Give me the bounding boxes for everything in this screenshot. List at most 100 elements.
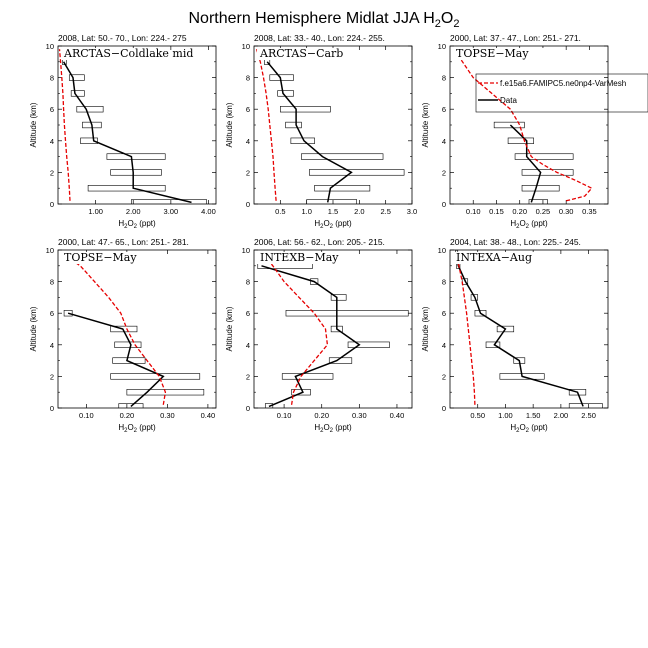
x-axis-label-o: O bbox=[323, 423, 329, 432]
x-axis-label-sub1: 2 bbox=[516, 428, 520, 434]
model-profile-line bbox=[264, 255, 329, 405]
y-tick-label: 10 bbox=[242, 246, 250, 255]
panel-header: 2008, Lat: 33.- 40., Lon: 224.- 255. bbox=[254, 33, 385, 43]
obs-range-box bbox=[63, 310, 73, 317]
x-tick-label: 0.30 bbox=[352, 411, 367, 420]
x-tick-label: 1.00 bbox=[88, 207, 103, 216]
y-tick-label: 6 bbox=[50, 309, 54, 318]
x-tick-label: 2.50 bbox=[581, 411, 596, 420]
x-tick-label: 2.00 bbox=[554, 411, 569, 420]
obs-range-box bbox=[118, 403, 144, 408]
y-tick-label: 8 bbox=[50, 278, 54, 287]
x-axis-label: H2O2 (ppt) bbox=[118, 219, 156, 230]
y-tick-label: 6 bbox=[442, 105, 446, 114]
model-profile-line bbox=[255, 49, 277, 201]
y-tick-label: 2 bbox=[246, 372, 250, 381]
x-axis-label: H2O2 (ppt) bbox=[314, 423, 352, 434]
x-tick-label: 3.00 bbox=[164, 207, 179, 216]
obs-range-box bbox=[110, 373, 201, 380]
x-axis-label-units: (ppt) bbox=[137, 423, 156, 432]
legend-model-label: f.e15a6.FAMIPC5.ne0np4-VarMesh bbox=[500, 79, 626, 88]
y-tick-label: 4 bbox=[50, 341, 54, 350]
y-axis-label: Altitude (km) bbox=[29, 306, 38, 351]
x-axis-label-o: O bbox=[519, 219, 525, 228]
x-axis-label: H2O2 (ppt) bbox=[510, 219, 548, 230]
y-tick-label: 8 bbox=[50, 74, 54, 83]
y-tick-label: 4 bbox=[246, 341, 250, 350]
obs-range-box bbox=[131, 199, 207, 204]
obs-range-box bbox=[106, 153, 166, 160]
y-tick-label: 10 bbox=[242, 42, 250, 51]
title-tail: O bbox=[441, 10, 453, 27]
x-tick-label: 1.00 bbox=[498, 411, 513, 420]
y-tick-label: 6 bbox=[442, 309, 446, 318]
model-profile-line bbox=[58, 49, 71, 201]
x-tick-label: 0.40 bbox=[201, 411, 216, 420]
obs-range-box bbox=[528, 199, 548, 204]
plot-area bbox=[255, 49, 405, 204]
model-profile-line bbox=[454, 253, 476, 405]
y-tick-label: 6 bbox=[246, 105, 250, 114]
x-tick-label: 0.25 bbox=[536, 207, 551, 216]
x-tick-label: 1.50 bbox=[526, 411, 541, 420]
y-tick-label: 4 bbox=[442, 137, 446, 146]
x-tick-label: 0.5 bbox=[275, 207, 285, 216]
panel-name-bg bbox=[61, 48, 161, 60]
obs-range-box bbox=[474, 310, 487, 317]
y-tick-label: 0 bbox=[50, 200, 54, 209]
y-tick-label: 10 bbox=[438, 42, 446, 51]
x-axis-label-sub2: 2 bbox=[134, 428, 138, 434]
plot-area bbox=[458, 56, 593, 204]
y-tick-label: 8 bbox=[442, 278, 446, 287]
x-axis-label-o: O bbox=[127, 423, 133, 432]
y-tick-label: 10 bbox=[46, 246, 54, 255]
y-tick-label: 0 bbox=[442, 200, 446, 209]
x-axis-label-h: H bbox=[314, 219, 320, 228]
panel-4: 2000, Lat: 47.- 65., Lon: 251.- 281. 0 2 4 6… bbox=[29, 237, 217, 434]
legend-frame bbox=[475, 73, 648, 113]
panel-name: TOPSE−May bbox=[456, 47, 529, 60]
y-tick-label: 2 bbox=[442, 168, 446, 177]
x-axis-label-sub2: 2 bbox=[134, 224, 138, 230]
x-tick-label: 0.30 bbox=[559, 207, 574, 216]
plot-area bbox=[454, 250, 603, 408]
obs-range-box bbox=[76, 106, 104, 113]
obs-range-box bbox=[308, 169, 405, 176]
y-tick-label: 4 bbox=[246, 137, 250, 146]
obs-range-box bbox=[521, 185, 560, 192]
x-axis-label-o: O bbox=[519, 423, 525, 432]
panel-frame bbox=[253, 249, 413, 409]
obs-range-box bbox=[285, 121, 302, 129]
y-tick-label: 8 bbox=[442, 74, 446, 83]
y-tick-label: 0 bbox=[442, 404, 446, 413]
obs-range-box bbox=[507, 137, 534, 144]
obs-range-box bbox=[280, 106, 331, 113]
panel-5: 2006, Lat: 56.- 62., Lon: 205.- 215. 0 2 4 6… bbox=[225, 237, 413, 434]
x-axis-label-h: H bbox=[510, 219, 516, 228]
model-profile-line bbox=[458, 56, 593, 202]
plot-area bbox=[58, 49, 207, 204]
x-tick-label: 0.35 bbox=[582, 207, 597, 216]
panel-header: 2000, Lat: 47.- 65., Lon: 251.- 281. bbox=[58, 237, 189, 247]
x-tick-label: 0.15 bbox=[489, 207, 504, 216]
x-tick-label: 0.10 bbox=[79, 411, 94, 420]
figure-title: Northern Hemisphere Midlat JJA H2O2 bbox=[188, 10, 459, 30]
obs-range-box bbox=[110, 169, 162, 176]
x-axis-label-sub2: 2 bbox=[526, 224, 530, 230]
x-axis-label-units: (ppt) bbox=[333, 423, 352, 432]
obs-range-box bbox=[314, 185, 371, 192]
x-tick-label: 2.00 bbox=[126, 207, 141, 216]
x-axis-label-sub2: 2 bbox=[330, 224, 334, 230]
model-profile-line bbox=[65, 255, 167, 405]
panel-name: ARCTAS−Carb bbox=[259, 47, 343, 60]
obs-range-box bbox=[514, 153, 574, 160]
x-tick-label: 1.5 bbox=[328, 207, 338, 216]
x-axis-label-units: (ppt) bbox=[333, 219, 352, 228]
x-tick-label: 3.0 bbox=[407, 207, 417, 216]
obs-range-box bbox=[306, 199, 357, 204]
obs-mean-line bbox=[67, 312, 165, 407]
obs-range-box bbox=[281, 373, 334, 380]
x-tick-label: 1.0 bbox=[301, 207, 311, 216]
x-axis-label-h: H bbox=[118, 423, 124, 432]
